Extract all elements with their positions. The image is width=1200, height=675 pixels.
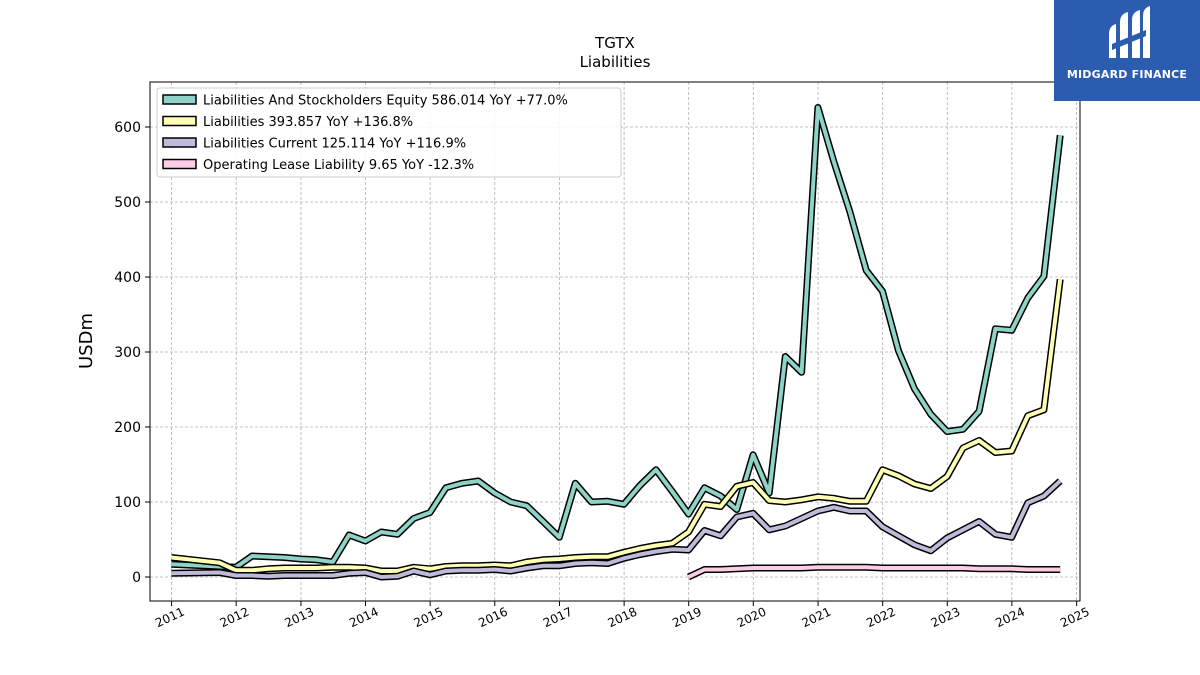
- chart-title: TGTX: [594, 34, 635, 52]
- legend-label: Liabilities Current 125.114 YoY +116.9%: [203, 137, 466, 152]
- series-2-line: [171, 279, 1063, 573]
- x-tick-label: 2014: [347, 605, 381, 631]
- x-tick-label: 2016: [476, 605, 510, 631]
- y-tick-label: 600: [114, 120, 141, 136]
- logo-mark-icon: [1109, 6, 1150, 58]
- series-2-line-outline: [171, 278, 1064, 575]
- x-tick-label: 2015: [412, 605, 446, 631]
- x-tick-label: 2024: [993, 605, 1027, 631]
- x-tick-label: 2012: [218, 605, 252, 631]
- series-3-line: [171, 479, 1062, 579]
- y-tick-label: 300: [114, 345, 141, 361]
- y-tick-label: 500: [114, 195, 141, 211]
- legend-label: Operating Lease Liability 9.65 YoY -12.3…: [203, 158, 474, 173]
- x-tick-label: 2017: [541, 605, 575, 631]
- x-tick-label: 2022: [864, 605, 898, 631]
- x-tick-label: 2025: [1058, 605, 1092, 631]
- midgard-finance-logo: MIDGARD FINANCE: [1054, 0, 1200, 101]
- logo-text: MIDGARD FINANCE: [1066, 68, 1188, 81]
- x-tick-label: 2020: [735, 605, 769, 631]
- legend-swatch: [162, 137, 197, 148]
- legend-label: Liabilities 393.857 YoY +136.8%: [203, 115, 413, 130]
- legend-swatch: [162, 115, 197, 127]
- y-tick-label: 0: [132, 570, 141, 586]
- y-tick-label: 100: [114, 495, 141, 511]
- x-tick-label: 2023: [929, 605, 963, 631]
- series-1-line: [171, 105, 1063, 570]
- x-tick-label: 2021: [800, 605, 834, 631]
- plot-frame: [149, 81, 1081, 602]
- chart-subtitle: Liabilities: [580, 53, 651, 71]
- y-tick-label: 200: [114, 420, 141, 436]
- x-tick-label: 2019: [670, 605, 704, 631]
- legend-swatch: [162, 94, 197, 105]
- y-tick-label: 400: [114, 270, 141, 286]
- x-tick-label: 2018: [606, 605, 640, 631]
- series-4-line: [687, 565, 1061, 579]
- x-tick-label: 2011: [153, 605, 187, 631]
- legend-swatch: [162, 158, 197, 170]
- legend-box: [156, 87, 622, 178]
- y-axis-label: USDm: [76, 313, 97, 369]
- x-tick-label: 2013: [282, 605, 316, 631]
- legend-label: Liabilities And Stockholders Equity 586.…: [203, 94, 568, 109]
